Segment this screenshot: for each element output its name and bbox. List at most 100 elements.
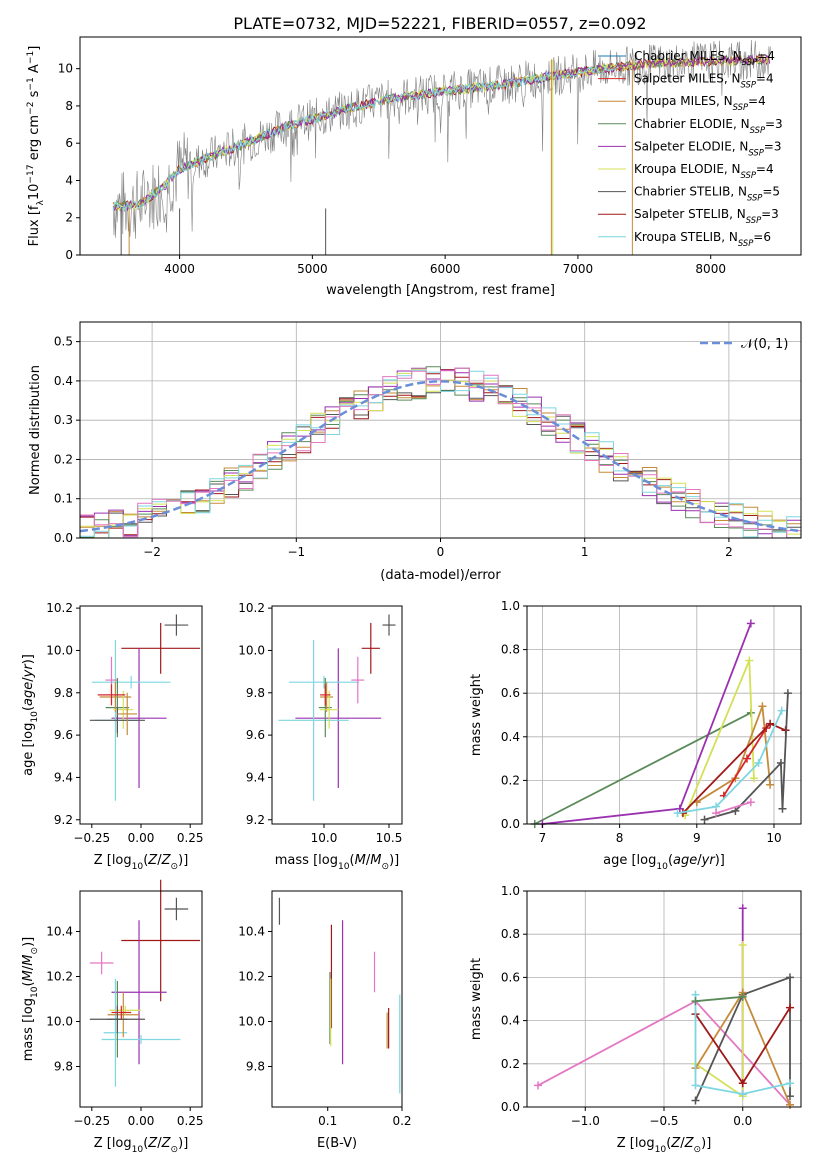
x-axis-label: mass [log10(M/M⊙)] <box>275 853 399 872</box>
weight-line <box>542 623 752 825</box>
label-part: ] <box>27 46 42 51</box>
legend-value: =4 <box>756 162 774 176</box>
label-part: −1 <box>26 51 36 64</box>
label-part: age [log <box>603 853 656 868</box>
x-axis-label: wavelength [Angstrom, rest frame] <box>326 283 555 298</box>
spectrum-model-line <box>112 54 770 209</box>
y-tick-label: 0.8 <box>501 643 520 657</box>
y-tick-label: 10.2 <box>46 601 73 615</box>
y-axis-label: mass [log10(M/M⊙)] <box>21 937 40 1061</box>
spectrum-model-line <box>112 53 771 212</box>
x-tick-label: 1 <box>581 545 589 559</box>
label-part: / <box>157 853 162 868</box>
legend-subscript: SSP <box>741 170 757 180</box>
legend-entry: Chabrier STELIB, NSSP=5 <box>634 185 780 203</box>
label-part: )] <box>178 1136 188 1151</box>
label-part: yr <box>21 663 36 679</box>
legend-subscript: SSP <box>741 80 757 90</box>
x-tick-label: 7000 <box>563 262 594 276</box>
plot-area <box>89 614 201 801</box>
label-part: M <box>355 853 366 868</box>
y-tick-label: 10 <box>58 62 73 76</box>
legend-entry: Salpeter MILES, NSSP=4 <box>634 72 774 90</box>
y-axis-label: mass weight <box>469 674 484 756</box>
x-tick-label: 0.1 <box>318 1114 337 1128</box>
label-part: Z <box>161 1136 172 1151</box>
label-part: )] <box>389 853 399 868</box>
label-part: )] <box>178 853 188 868</box>
x-tick-label: −1.0 <box>571 1114 600 1128</box>
legend-entry: Kroupa ELODIE, NSSP=4 <box>634 162 774 180</box>
legend-subscript: SSP <box>747 193 763 203</box>
label-part: 10 <box>132 862 144 872</box>
x-tick-label: 5000 <box>297 262 328 276</box>
x-tick-label: −1 <box>287 545 305 559</box>
label-part: ⊙ <box>30 947 40 955</box>
y-tick-label: 0.2 <box>501 773 520 787</box>
legend-name: Chabrier ELODIE, N <box>634 117 750 131</box>
label-part: ( <box>668 853 673 868</box>
label-part: s <box>27 90 42 101</box>
y-tick-label: 9.8 <box>54 686 73 700</box>
label-part: )] <box>715 853 725 868</box>
label-part: Z <box>670 1136 681 1151</box>
label-part: 10 <box>30 711 40 723</box>
y-tick-label: 0.4 <box>54 374 73 388</box>
residual-histogram <box>80 369 801 539</box>
legend-value: =4 <box>756 72 774 86</box>
y-tick-label: 8 <box>65 99 73 113</box>
plot-area <box>79 366 802 539</box>
plot-area <box>89 879 201 1087</box>
weight-line <box>695 995 743 1003</box>
label-part: ( <box>666 1136 671 1151</box>
label-part: Z <box>147 1136 158 1151</box>
x-tick-label: 4000 <box>164 262 195 276</box>
y-tick-label: 9.6 <box>54 728 73 742</box>
label-part: / <box>157 1136 162 1151</box>
legend-subscript: SSP <box>733 102 749 112</box>
x-axis-label: E(B-V) <box>317 1136 357 1151</box>
legend-entry: Kroupa MILES, NSSP=4 <box>634 94 766 112</box>
plot-area <box>534 904 794 1109</box>
age-z-panel: −0.25 0.00 0.259.29.49.69.810.010.2Z [log1… <box>21 601 204 872</box>
age-mass-panel: 10.0 10.5 9.2 9.4 9.6 9.8 10.0 10.2 mass [log10(… <box>238 601 403 872</box>
x-axis-label: Z [log10(Z/Z⊙)] <box>94 853 189 872</box>
plot-area <box>112 39 771 255</box>
axes-frame <box>79 605 203 825</box>
label-part: ⊙ <box>694 1145 702 1155</box>
x-tick-label: 0.0 <box>733 1114 752 1128</box>
legend-subscript: SSP <box>742 57 758 67</box>
label-part: )] <box>21 654 36 664</box>
y-tick-label: 9.8 <box>246 1060 265 1074</box>
plot-area <box>278 614 396 801</box>
label-part: 10 <box>656 862 668 872</box>
weight-line <box>677 710 783 814</box>
y-tick-label: 1.0 <box>501 884 520 898</box>
label-part: −1 <box>26 77 36 90</box>
y-tick-label: 9.8 <box>246 686 265 700</box>
x-tick-label: −2 <box>143 545 161 559</box>
legend-subscript: SSP <box>738 238 754 248</box>
y-tick-label: 4 <box>65 173 73 187</box>
y-tick-label: 0.2 <box>54 452 73 466</box>
label-part: / <box>366 853 371 868</box>
legend-value: =3 <box>765 117 783 131</box>
y-tick-label: 0.4 <box>501 730 520 744</box>
x-tick-label: 10.0 <box>311 831 338 845</box>
label-part: 10 <box>655 1145 667 1155</box>
x-tick-label: 0.25 <box>177 831 204 845</box>
axes-frame <box>271 890 403 1108</box>
label-part: ( <box>143 1136 148 1151</box>
residual-histogram <box>80 367 801 539</box>
weight-line <box>694 994 791 1095</box>
legend-subscript: SSP <box>746 215 762 225</box>
legend-name: Salpeter STELIB, N <box>634 207 746 221</box>
x-axis-label: age [log10(age/yr)] <box>603 853 725 872</box>
y-tick-label: 0.0 <box>501 817 520 831</box>
y-tick-label: 9.2 <box>246 813 265 827</box>
x-tick-label: −0.25 <box>73 1114 110 1128</box>
legend-name: Salpeter MILES, N <box>634 72 741 86</box>
label-part: λ <box>36 200 46 206</box>
y-tick-label: 10.2 <box>46 970 73 984</box>
